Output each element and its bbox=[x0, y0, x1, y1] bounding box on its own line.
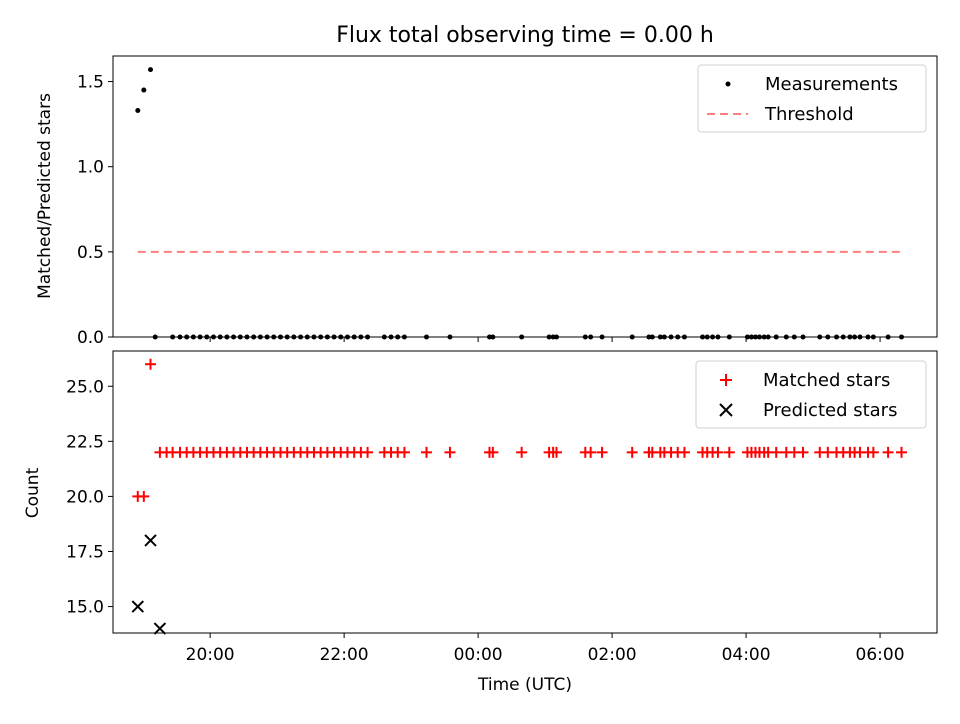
matched-star-point bbox=[421, 446, 433, 458]
chart-title: Flux total observing time = 0.00 h bbox=[336, 23, 714, 48]
matched-star-point bbox=[797, 446, 809, 458]
x-tick-label: 20:00 bbox=[186, 645, 235, 665]
legend-matched-marker bbox=[720, 374, 732, 386]
y-axis-ticks: 15.0 17.5 20.0 22.5 25.0 bbox=[66, 377, 113, 618]
matched-star-point bbox=[585, 446, 597, 458]
x-tick-label: 00:00 bbox=[454, 645, 503, 665]
y-axis-label: Matched/Predicted stars bbox=[35, 93, 55, 299]
legend-matched-label: Matched stars bbox=[763, 370, 890, 391]
matched-star-point bbox=[550, 446, 562, 458]
y-tick-label: 17.5 bbox=[66, 542, 104, 562]
x-tick-label: 22:00 bbox=[320, 645, 369, 665]
x-axis-ticks bbox=[209, 337, 881, 342]
matched-star-point bbox=[678, 446, 690, 458]
y-tick-label: 0.0 bbox=[77, 328, 104, 348]
matched-star-point bbox=[770, 446, 782, 458]
legend-predicted-marker bbox=[719, 403, 733, 417]
legend-box bbox=[697, 64, 927, 133]
legend-predicted-label: Predicted stars bbox=[763, 400, 897, 421]
legend: Measurements Threshold bbox=[697, 64, 927, 133]
x-tick-label: 06:00 bbox=[856, 645, 905, 665]
matched-star-point bbox=[596, 446, 608, 458]
flux-ratio-chart: Flux total observing time = 0.00 h Match… bbox=[35, 23, 938, 348]
matched-star-point bbox=[712, 446, 724, 458]
matched-star-point bbox=[516, 446, 528, 458]
legend-measurements-marker bbox=[725, 81, 731, 87]
y-tick-label: 0.5 bbox=[77, 243, 104, 263]
matched-star-point bbox=[626, 446, 638, 458]
y-tick-label: 1.5 bbox=[77, 73, 104, 93]
legend: Matched stars Predicted stars bbox=[695, 360, 927, 429]
measurement-point bbox=[141, 87, 147, 93]
y-tick-label: 22.5 bbox=[66, 432, 104, 452]
matched-star-point bbox=[138, 490, 150, 502]
matched-star-point bbox=[362, 446, 374, 458]
matched-star-point bbox=[723, 446, 735, 458]
plot-frame bbox=[112, 350, 938, 634]
y-tick-label: 20.0 bbox=[66, 487, 104, 507]
matched-star-point bbox=[398, 446, 410, 458]
x-axis-label: Time (UTC) bbox=[477, 675, 572, 695]
legend-threshold-label: Threshold bbox=[764, 104, 854, 125]
x-tick-label: 04:00 bbox=[722, 645, 771, 665]
y-tick-label: 25.0 bbox=[66, 377, 104, 397]
x-axis-ticks: 20:00 22:00 00:00 02:00 04:00 06:00 bbox=[186, 633, 905, 665]
predicted-star-point bbox=[144, 534, 157, 547]
y-axis-ticks: 0.0 0.5 1.0 1.5 bbox=[77, 73, 113, 348]
legend-box bbox=[695, 360, 927, 429]
x-tick-label: 02:00 bbox=[588, 645, 637, 665]
matched-star-point bbox=[145, 358, 157, 370]
predicted-star-point bbox=[131, 600, 144, 613]
y-tick-label: 15.0 bbox=[66, 598, 104, 618]
plot-frame bbox=[112, 55, 938, 338]
matched-star-point bbox=[895, 446, 907, 458]
series-group bbox=[131, 358, 907, 635]
measurement-point bbox=[148, 67, 154, 73]
measurement-point bbox=[135, 107, 141, 113]
matched-star-point bbox=[867, 446, 879, 458]
y-axis-label: Count bbox=[23, 467, 43, 518]
star-count-chart: Count Time (UTC) 15.0 17.5 20.0 22.5 25.0 20… bbox=[23, 350, 938, 695]
matched-star-point bbox=[487, 446, 499, 458]
y-tick-label: 1.0 bbox=[77, 158, 104, 178]
predicted-star-point bbox=[153, 622, 167, 635]
matched-star-point bbox=[882, 446, 894, 458]
legend-measurements-label: Measurements bbox=[765, 74, 898, 95]
matched-star-point bbox=[444, 446, 456, 458]
